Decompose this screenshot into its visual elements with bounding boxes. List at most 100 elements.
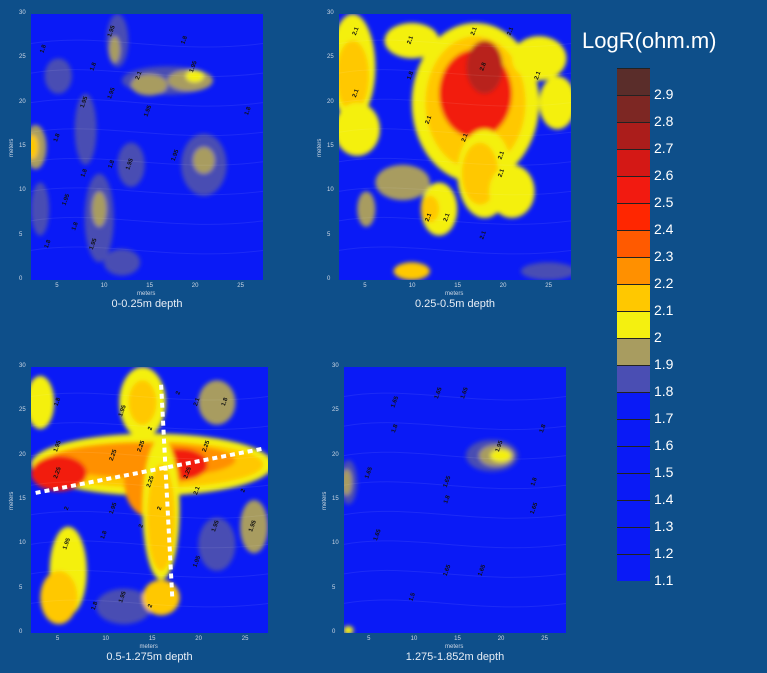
contour-label: 1.8	[91, 600, 100, 611]
heat-region	[103, 248, 141, 276]
heat-region	[339, 102, 380, 156]
x-tick-label: 15	[454, 636, 461, 642]
heat-region	[490, 449, 512, 462]
legend-level-label: 2	[654, 329, 662, 345]
contour-label: 2.1	[352, 26, 361, 37]
legend-swatch	[617, 527, 650, 554]
contour-label: 1.95	[89, 237, 99, 251]
y-axis-label: meters	[322, 491, 328, 510]
x-tick-label: 5	[55, 283, 59, 289]
heat-region	[344, 468, 352, 496]
legend-level-label: 1.7	[654, 410, 674, 426]
contour-label: 1.95	[118, 404, 128, 418]
contour-label: 1.95	[125, 157, 135, 171]
contour-plot-4: 1.65 1.65 1.65 1.8 1.95 1.8 1.65 1.65 1.8 1.8 1.65…	[344, 367, 566, 633]
contour-label: 1.95	[118, 590, 128, 604]
contour-label: 1.8	[100, 530, 109, 541]
contour-line	[339, 216, 571, 225]
heat-region	[131, 74, 168, 96]
legend-swatch	[617, 311, 650, 338]
legend-swatch	[617, 122, 650, 149]
legend-swatch	[617, 446, 650, 473]
contour-label: 1.8	[221, 397, 230, 408]
contour-plot-1: 1.8 1.95 1.8 1.8 2.1 1.95 1.95 1.95 1.95 1.8 1.8 1.…	[31, 14, 263, 280]
contour-label: 1.8	[71, 221, 80, 232]
heat-region	[339, 40, 370, 112]
contour-label: 1.65	[530, 501, 540, 515]
heat-region	[192, 147, 215, 174]
contour-label: 1.95	[53, 439, 63, 453]
contour-label: 1.95	[144, 104, 154, 118]
legend-level-label: 2.3	[654, 248, 674, 264]
y-tick-label: 25	[19, 407, 26, 414]
y-axis-label: meters	[9, 138, 15, 157]
y-tick-label: 0	[332, 629, 336, 635]
x-tick-label: 15	[148, 636, 156, 642]
legend-level-label: 2.8	[654, 113, 674, 129]
y-tick-label: 5	[19, 231, 23, 238]
contour-label: 2	[64, 505, 71, 511]
heat-region	[147, 464, 176, 571]
legend-level-label: 2.5	[654, 194, 674, 210]
y-tick-label: 20	[327, 98, 334, 105]
heat-region	[240, 500, 268, 554]
contour-label: 2.1	[425, 114, 434, 125]
legend-level-label: 1.5	[654, 464, 674, 480]
contour-label: 1.65	[364, 466, 374, 480]
contour-plot-2: 2.1 2.1 2.1 2.1 2.1 1.8 2.8 2.1 2.1 2.1 2.1 2.1 2.1 2…	[339, 14, 571, 280]
contour-svg: 1.65 1.65 1.65 1.8 1.95 1.8 1.65 1.65 1.8 1.8 1.65…	[344, 367, 566, 633]
legend-swatch	[617, 554, 650, 581]
contour-label: 1.65	[434, 386, 444, 400]
contour-line	[339, 187, 571, 196]
contour-line	[31, 69, 263, 78]
legend-swatch	[617, 203, 650, 230]
legend-swatch	[617, 284, 650, 311]
y-tick-label: 5	[332, 584, 336, 591]
legend-swatch	[617, 230, 650, 257]
legend-swatch	[617, 176, 650, 203]
contour-line	[344, 510, 566, 519]
contour-label: 2.1	[498, 168, 507, 179]
contour-label: 1.65	[478, 563, 488, 577]
contour-svg: 1.8 1.95 1.8 1.8 2.1 1.95 1.95 1.95 1.95 1.8 1.8 1.…	[31, 14, 263, 280]
heatmap-background	[344, 367, 566, 633]
contour-label: 2.1	[352, 88, 361, 99]
contour-line	[31, 510, 268, 519]
contour-label: 2.1	[498, 150, 507, 161]
contour-label: 2.1	[193, 485, 202, 496]
contour-label: 1.95	[62, 537, 72, 551]
contour-label: 1.95	[193, 555, 203, 569]
contour-label: 2	[175, 390, 182, 396]
contour-line	[344, 569, 566, 578]
contour-line	[339, 128, 571, 137]
x-tick-label: 10	[410, 636, 418, 642]
contour-label: 1.95	[80, 95, 90, 109]
contour-label: 1.65	[460, 386, 470, 400]
x-tick-label: 5	[367, 636, 371, 642]
legend-level-label: 1.4	[654, 491, 674, 507]
legend-swatch	[617, 365, 650, 392]
heat-region	[357, 191, 376, 227]
contour-line	[31, 422, 268, 431]
contour-label: 1.8	[54, 397, 63, 408]
legend-level-label: 2.1	[654, 302, 674, 318]
panel-caption: 1.275-1.852m depth	[405, 651, 505, 663]
x-tick-label: 20	[499, 283, 507, 289]
contour-label: 1.95	[62, 193, 72, 207]
legend-level-label: 1.8	[654, 383, 674, 399]
y-tick-label: 0	[19, 276, 23, 282]
contour-label: 2	[157, 505, 164, 511]
contour-line	[339, 39, 571, 48]
legend-level-label: 1.3	[654, 518, 674, 534]
contour-label: 1.95	[495, 439, 505, 453]
contour-line	[31, 98, 263, 107]
contour-label: 1.65	[373, 528, 383, 542]
contour-label: 2.1	[193, 397, 202, 408]
heat-region	[74, 93, 97, 165]
y-tick-label: 10	[19, 187, 26, 194]
contour-line	[344, 540, 566, 549]
x-tick-label: 25	[241, 636, 249, 642]
panel-caption: 0.25-0.5m depth	[414, 298, 496, 310]
contour-label: 2.25	[137, 439, 147, 453]
contour-label: 1.95	[107, 86, 117, 100]
